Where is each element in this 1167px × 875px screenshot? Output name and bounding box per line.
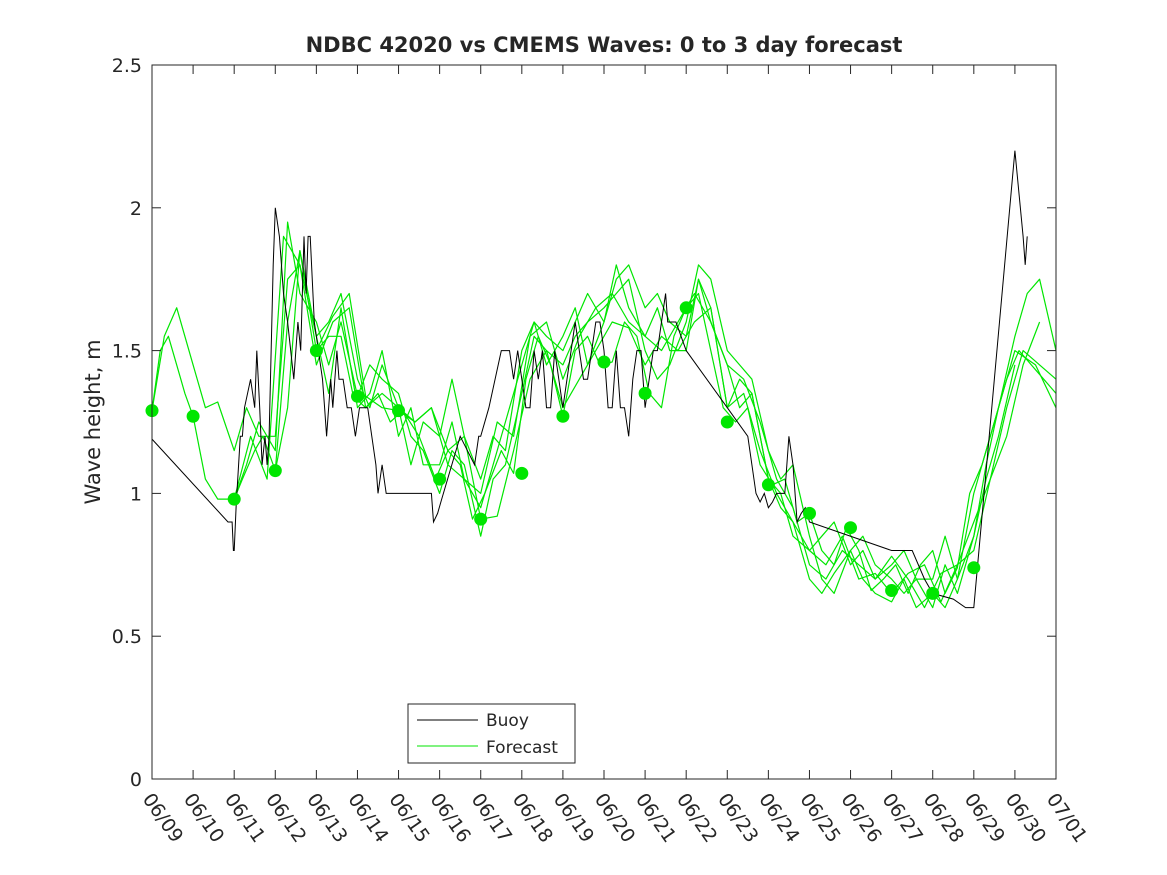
- x-tick-label: 06/19: [549, 789, 598, 846]
- x-tick-label: 06/20: [590, 789, 639, 846]
- y-axis-label: Wave height, m: [81, 339, 105, 504]
- forecast-start-point: [433, 472, 447, 486]
- forecast-start-point: [309, 344, 323, 358]
- forecast-start-point: [761, 478, 775, 492]
- x-tick-label: 07/01: [1042, 789, 1091, 846]
- y-tick-label: 1.5: [112, 341, 142, 363]
- y-tick-label: 1: [130, 483, 142, 505]
- forecast-start-point: [638, 386, 652, 400]
- x-tick-label: 06/18: [508, 789, 557, 846]
- forecast-start-point: [967, 561, 981, 575]
- x-tick-label: 06/23: [713, 789, 762, 846]
- axis-ticks: 00.511.522.506/0906/1006/1106/1206/1306/…: [112, 55, 1092, 847]
- y-tick-label: 0: [130, 769, 142, 791]
- forecast-line-2: [233, 221, 1016, 609]
- forecast-start-point: [474, 512, 488, 526]
- buoy-line: [151, 150, 1028, 609]
- legend: Buoy Forecast: [407, 703, 576, 764]
- forecast-start-point: [268, 464, 282, 478]
- x-tick-label: 06/09: [138, 789, 187, 846]
- forecast-start-point: [844, 521, 857, 535]
- x-tick-label: 06/28: [919, 789, 968, 846]
- forecast-start-point: [227, 492, 241, 506]
- forecast-start-point: [926, 586, 940, 600]
- x-tick-label: 06/16: [426, 789, 475, 846]
- x-tick-label: 06/25: [795, 789, 844, 846]
- y-tick-label: 0.5: [112, 626, 142, 648]
- y-tick-label: 2.5: [112, 55, 142, 77]
- forecast-start-point: [597, 355, 611, 369]
- x-tick-label: 06/15: [384, 789, 433, 846]
- x-tick-label: 06/13: [302, 789, 351, 846]
- forecast-start-point: [186, 409, 200, 423]
- chart-title: NDBC 42020 vs CMEMS Waves: 0 to 3 day fo…: [306, 33, 903, 57]
- forecast-line-1: [151, 264, 1057, 580]
- forecast-start-point: [351, 389, 364, 403]
- forecast-line-4: [274, 250, 1057, 609]
- forecast-start-point: [885, 584, 899, 597]
- forecast-start-point: [515, 466, 529, 480]
- legend-box: [407, 703, 576, 764]
- x-tick-label: 06/21: [631, 789, 680, 846]
- axes-box: [151, 64, 1057, 780]
- forecast-start-point: [679, 301, 693, 315]
- forecast-line-5: [315, 292, 1041, 603]
- forecast-start-point: [720, 415, 734, 429]
- x-tick-label: 06/10: [179, 789, 228, 846]
- legend-buoy-label: Buoy: [486, 711, 529, 731]
- x-tick-label: 06/29: [960, 789, 1009, 846]
- forecast-start-point: [803, 506, 816, 520]
- y-tick-label: 2: [130, 198, 142, 220]
- forecast-start-point: [392, 404, 405, 418]
- x-tick-label: 06/22: [672, 789, 721, 846]
- x-tick-label: 06/26: [836, 789, 885, 846]
- x-tick-label: 06/24: [754, 789, 803, 846]
- legend-forecast-label: Forecast: [486, 738, 558, 758]
- plot-area: [145, 150, 1057, 609]
- forecast-line-0: [151, 250, 1057, 594]
- x-tick-label: 06/11: [220, 789, 269, 846]
- x-tick-label: 06/17: [467, 789, 516, 846]
- x-tick-label: 06/30: [1001, 789, 1050, 846]
- forecast-start-point: [556, 409, 570, 423]
- x-tick-label: 06/14: [343, 789, 392, 846]
- x-tick-label: 06/12: [261, 789, 310, 846]
- x-tick-label: 06/27: [878, 789, 927, 846]
